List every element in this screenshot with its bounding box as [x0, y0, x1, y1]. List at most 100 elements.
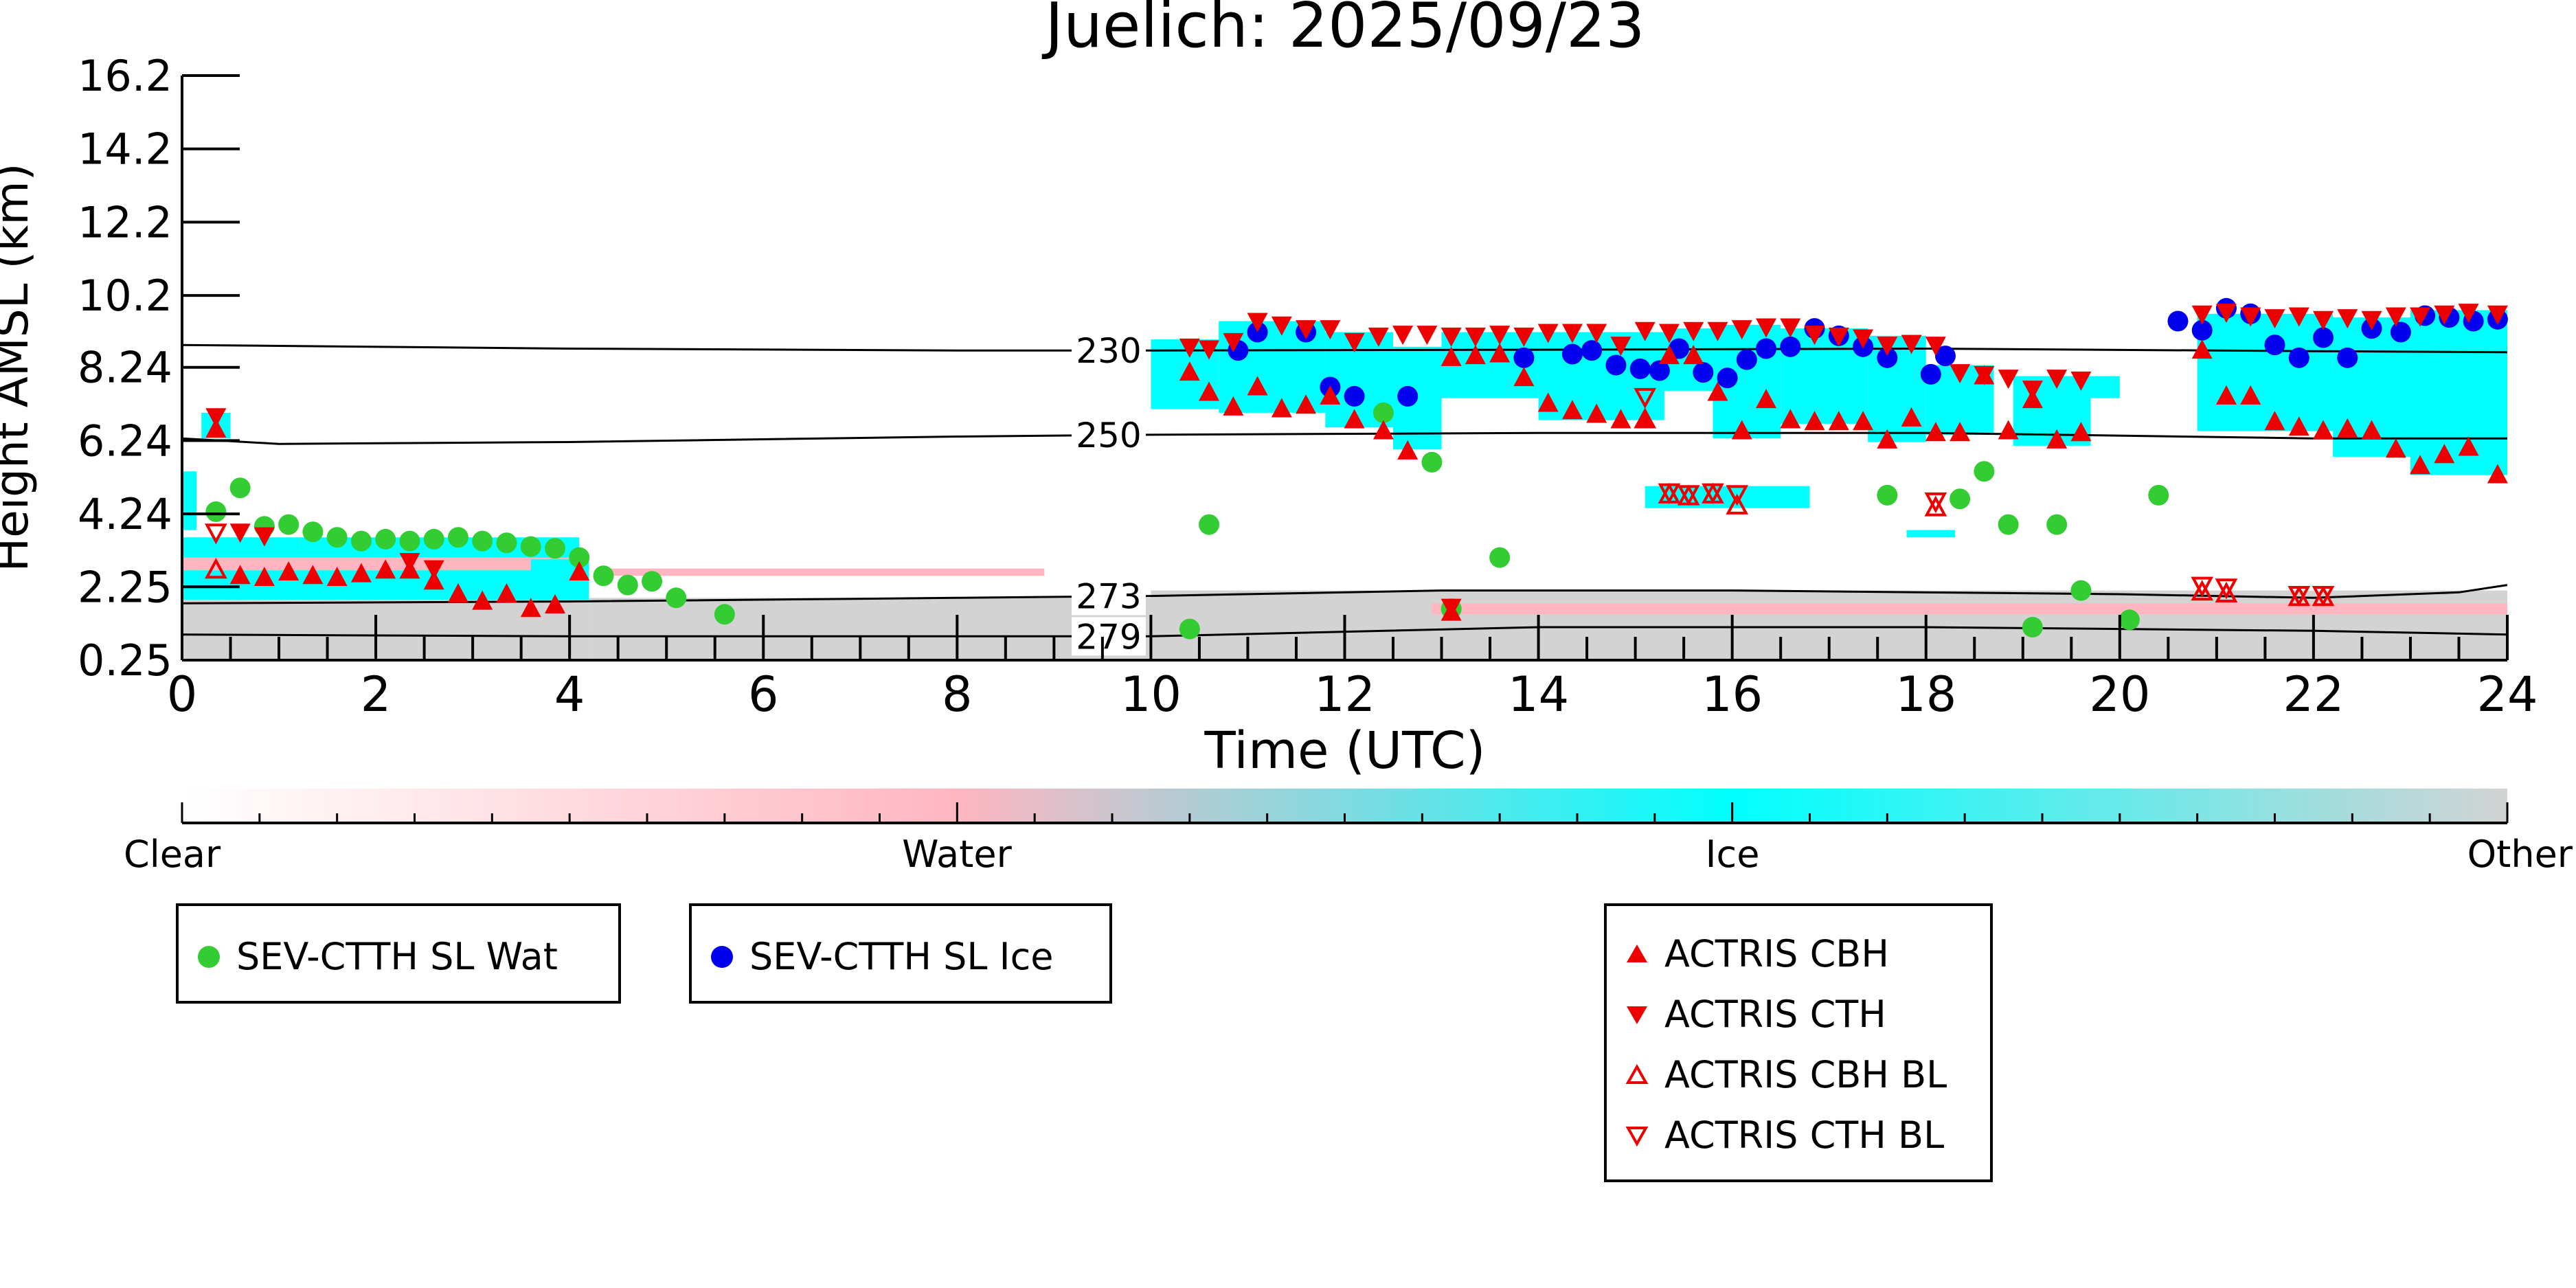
marker-point [617, 574, 638, 596]
marker-point [1717, 368, 1738, 389]
marker-point [1726, 485, 1749, 506]
marker-point [1726, 493, 1749, 515]
marker-point [1702, 483, 1724, 504]
marker-point [2215, 385, 2237, 405]
marker-point [423, 560, 444, 580]
marker-point [1489, 547, 1511, 568]
marker-point [423, 528, 444, 550]
legend-item: ACTRIS CTH BL [1620, 1117, 1944, 1154]
colorbar-label: Ice [1706, 833, 1760, 876]
marker-point [1677, 485, 1700, 506]
colorbar-label: Other [2467, 833, 2573, 876]
marker-point [2337, 309, 2358, 329]
marker-point [2312, 585, 2335, 607]
marker-point [1634, 321, 1656, 341]
data-markers [205, 297, 2508, 640]
marker-point [545, 538, 566, 559]
marker-point [472, 530, 493, 552]
marker-point [2148, 484, 2169, 506]
marker-point [1649, 360, 1670, 381]
marker-point [1271, 398, 1292, 418]
marker-point [1344, 332, 1365, 352]
colorbar-label: Water [902, 833, 1012, 876]
marker-point [666, 587, 687, 609]
marker-point [1372, 402, 1394, 423]
marker-point [2215, 581, 2238, 602]
marker-point [1416, 326, 1438, 346]
y-tick-label: 4.24 [78, 489, 172, 539]
marker-point [1925, 422, 1946, 442]
bg-ice [2090, 376, 2120, 398]
marker-point [205, 523, 227, 545]
marker-point [229, 477, 251, 499]
chart-title: Juelich: 2025/09/23 [1041, 0, 1645, 62]
isotherm-label-bg [1072, 617, 1146, 656]
marker-point [2046, 514, 2068, 535]
legend-marker-ice [711, 946, 733, 968]
marker-point [1397, 440, 1419, 460]
marker-point [326, 527, 348, 548]
marker-point [1731, 420, 1752, 440]
marker-point [1179, 618, 1200, 640]
marker-point [520, 536, 541, 557]
legend-marker-cbh-bl [1625, 1063, 1649, 1084]
marker-point [569, 561, 590, 580]
x-tick-label: 12 [1314, 666, 1375, 723]
marker-point [1853, 411, 1874, 431]
isotherm-label: 250 [1076, 416, 1141, 455]
marker-point [1877, 429, 1898, 449]
marker-point [278, 514, 300, 535]
marker-point [1465, 327, 1486, 347]
marker-point [1179, 361, 1200, 381]
marker-point [1561, 400, 1583, 420]
legend-label: SEV-CTTH SL Ice [749, 935, 1054, 978]
y-tick-label: 16.2 [78, 51, 172, 101]
marker-point [1901, 335, 1922, 354]
marker-point [1397, 385, 1419, 407]
marker-point [520, 598, 541, 618]
marker-point [350, 563, 372, 583]
isotherm-line [182, 431, 2507, 445]
marker-point [2070, 580, 2092, 601]
isotherm-label: 273 [1076, 577, 1141, 617]
x-tick-label: 24 [2476, 666, 2538, 723]
marker-point [593, 565, 614, 587]
x-tick-label: 18 [1895, 666, 1956, 723]
x-tick-label: 4 [554, 666, 585, 723]
marker-point [1179, 338, 1200, 358]
marker-point [253, 566, 275, 586]
marker-point [375, 528, 396, 550]
marker-point [1707, 381, 1728, 401]
marker-point [1513, 347, 1535, 368]
marker-point [2191, 319, 2213, 341]
marker-point [447, 583, 468, 602]
marker-point [2070, 371, 2092, 391]
marker-point [2288, 307, 2309, 327]
marker-point [1924, 492, 1947, 514]
x-tick-label: 6 [748, 666, 779, 723]
marker-point [1344, 385, 1365, 407]
legend-label: ACTRIS CTH [1664, 993, 1886, 1036]
marker-point [2287, 585, 2311, 607]
marker-point [2337, 418, 2358, 438]
y-tick-label: 14.2 [78, 124, 172, 174]
y-tick-label: 0.25 [78, 635, 172, 686]
x-tick-label: 2 [361, 666, 392, 723]
marker-point [1513, 327, 1535, 347]
marker-point [375, 559, 396, 579]
marker-point [229, 565, 251, 585]
isotherm-line [182, 584, 2507, 605]
y-tick-label: 10.2 [78, 271, 172, 321]
marker-point [1586, 324, 1607, 343]
marker-point [2240, 385, 2261, 405]
bg-water [182, 557, 580, 571]
marker-point [2022, 381, 2043, 400]
marker-point [2410, 455, 2431, 475]
x-tick-label: 14 [1508, 666, 1569, 723]
marker-point [302, 521, 324, 543]
marker-point [1561, 324, 1583, 343]
marker-point [2264, 335, 2285, 356]
marker-point [1421, 451, 1443, 473]
marker-point [1634, 407, 1657, 429]
